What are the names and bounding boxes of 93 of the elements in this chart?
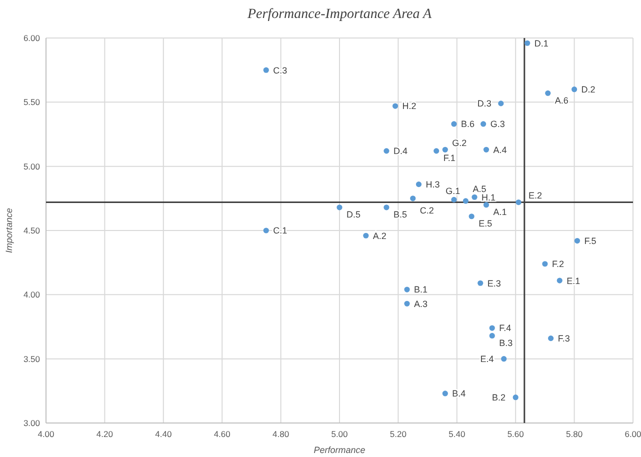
point [489, 325, 495, 331]
data-label: B.4 [452, 388, 466, 399]
y-tick-label: 3.00 [23, 418, 40, 428]
data-label: A.6 [554, 95, 568, 106]
y-tick-label: 6.00 [23, 33, 40, 43]
data-label: B.6 [460, 119, 474, 130]
point [572, 86, 578, 92]
point [410, 196, 416, 202]
point [483, 146, 490, 152]
data-label: C.2 [420, 206, 434, 216]
point [483, 202, 490, 208]
chart-title: Performance-Importance Area A [246, 7, 432, 22]
point [434, 148, 440, 154]
point [442, 390, 448, 396]
y-tick-label: 5.50 [23, 97, 40, 108]
x-tick-label: 4.80 [272, 429, 290, 439]
point [263, 67, 269, 73]
data-label: E.1 [566, 276, 580, 286]
data-label: F.4 [499, 323, 512, 334]
point [451, 121, 457, 127]
point [472, 194, 478, 200]
data-label: D.4 [393, 146, 408, 156]
point [498, 100, 504, 106]
point [384, 204, 390, 210]
point [462, 198, 469, 204]
x-tick-label: 4.20 [96, 429, 114, 439]
data-label: E.4 [480, 354, 494, 364]
point [512, 394, 518, 400]
data-label: G.3 [490, 119, 505, 130]
data-label: G.1 [446, 186, 460, 196]
data-label: H.3 [426, 180, 440, 190]
x-tick-label: 4.60 [214, 429, 231, 439]
data-label: E.5 [478, 218, 492, 229]
data-label: E.2 [528, 190, 542, 200]
x-tick-label: 5.40 [448, 429, 466, 439]
point [574, 238, 580, 244]
data-label: A.2 [372, 230, 386, 241]
point [363, 232, 369, 238]
y-tick-label: 3.50 [23, 354, 40, 364]
point [478, 280, 484, 286]
point [548, 336, 554, 342]
point [480, 121, 486, 127]
data-label: H.1 [482, 192, 496, 202]
data-label: F.5 [584, 236, 596, 246]
data-label: C.3 [273, 65, 288, 76]
data-label: D.5 [346, 210, 361, 220]
data-label: D.1 [534, 38, 548, 48]
data-label: F.3 [558, 334, 570, 344]
point [489, 332, 495, 339]
data-label: B.2 [492, 392, 506, 403]
point [501, 356, 507, 362]
point [524, 40, 530, 46]
point [263, 228, 269, 234]
data-label: F.1 [443, 153, 456, 164]
x-tick-label: 6.00 [624, 429, 641, 439]
x-tick-label: 5.60 [507, 429, 524, 439]
data-label: D.2 [581, 84, 596, 95]
point [556, 278, 562, 284]
data-label: A.5 [472, 184, 486, 194]
y-tick-label: 4.50 [23, 226, 40, 236]
point [392, 103, 398, 109]
point [336, 204, 342, 210]
x-axis-title: Performance [314, 445, 366, 455]
data-label: A.3 [414, 298, 428, 309]
data-label: C.1 [273, 226, 288, 236]
data-label: B.5 [393, 210, 407, 220]
point [545, 90, 551, 96]
point [416, 182, 422, 188]
x-tick-label: 5.20 [390, 429, 407, 439]
point [404, 286, 410, 292]
x-tick-label: 5.00 [331, 429, 348, 439]
point [468, 214, 474, 220]
data-label: E.3 [487, 278, 501, 288]
data-label: B.3 [499, 338, 513, 348]
x-tick-label: 4.40 [155, 429, 172, 439]
data-label: A.4 [493, 144, 507, 155]
point [516, 199, 522, 206]
data-label: D.3 [477, 98, 492, 109]
point [442, 146, 448, 152]
point [542, 261, 548, 267]
point [384, 148, 390, 154]
point [404, 300, 410, 306]
y-tick-label: 4.00 [23, 290, 40, 300]
point [451, 196, 457, 202]
x-tick-label: 5.80 [566, 429, 583, 439]
data-label: A.1 [493, 207, 507, 218]
x-tick-label: 4.00 [38, 429, 55, 439]
data-label: F.2 [552, 259, 564, 270]
y-tick-label: 5.00 [23, 161, 40, 172]
y-axis-title: Importance [4, 208, 14, 254]
data-label: H.2 [402, 101, 416, 112]
data-label: G.2 [452, 138, 467, 148]
data-label: B.1 [414, 284, 428, 295]
